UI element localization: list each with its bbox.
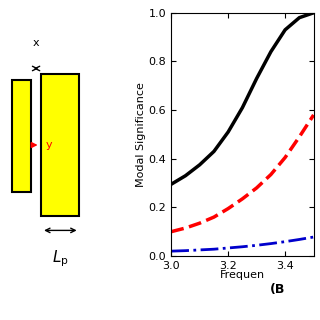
Y-axis label: Modal Significance: Modal Significance <box>136 82 146 187</box>
Text: y: y <box>46 140 52 150</box>
Bar <box>41 74 79 216</box>
Bar <box>12 80 31 192</box>
Text: x: x <box>33 38 39 48</box>
Text: $L_{\mathrm{p}}$: $L_{\mathrm{p}}$ <box>52 248 69 269</box>
Text: Frequen: Frequen <box>220 270 265 280</box>
Text: (B: (B <box>270 283 286 296</box>
